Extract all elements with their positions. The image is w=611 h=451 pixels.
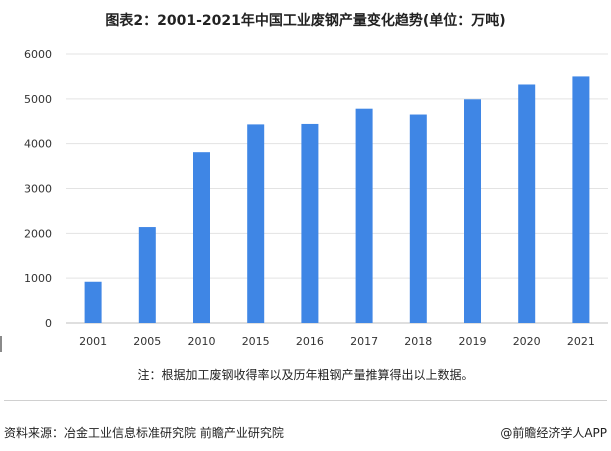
x-tick-label: 2018: [404, 335, 432, 348]
gridlines: [66, 53, 608, 279]
x-tick-label: 2010: [188, 335, 216, 348]
y-axis-tick-labels: 0 1000 2000 3000 4000 5000 6000: [24, 48, 52, 330]
bar-2015: [247, 124, 265, 323]
x-tick-label: 2017: [350, 335, 378, 348]
x-tick-label: 2016: [296, 335, 324, 348]
bar-2019: [464, 99, 481, 323]
y-tick-label: 5000: [24, 93, 52, 106]
chart-title: 图表2：2001-2021年中国工业废钢产量变化趋势(单位：万吨): [105, 13, 506, 29]
x-axis-tick-labels: 2001 2005 2010 2015 2016 2017 2018 2019 2020 2021: [79, 335, 595, 348]
bars: [84, 76, 590, 324]
x-tick-label: 2001: [79, 335, 107, 348]
y-tick-label: 4000: [24, 138, 52, 151]
x-tick-label: 2019: [459, 335, 487, 348]
bar-2020: [518, 84, 536, 323]
bar-2001: [84, 281, 102, 323]
bar-2016: [301, 123, 319, 323]
y-tick-label: 1000: [24, 272, 52, 285]
x-tick-label: 2005: [133, 335, 161, 348]
brand-text: @前瞻经济学人APP: [500, 426, 607, 440]
y-tick-label: 0: [45, 317, 52, 330]
bar-2010: [193, 152, 210, 323]
y-tick-label: 6000: [24, 48, 52, 61]
chart-note: 注：根据加工废钢收得率以及历年粗钢产量推算得出以上数据。: [137, 368, 474, 382]
source-text: 资料来源：冶金工业信息标准研究院 前瞻产业研究院: [4, 426, 284, 440]
bar-2021: [572, 76, 590, 324]
footer: 资料来源：冶金工业信息标准研究院 前瞻产业研究院 @前瞻经济学人APP: [4, 400, 607, 440]
bar-2017: [355, 108, 373, 324]
y-tick-label: 2000: [24, 227, 52, 240]
x-tick-label: 2021: [567, 335, 595, 348]
bar-2005: [138, 227, 156, 323]
left-edge-marker: [0, 336, 2, 352]
bar-2018: [409, 114, 427, 324]
y-tick-label: 3000: [24, 183, 52, 196]
x-tick-label: 2020: [513, 335, 541, 348]
x-tick-label: 2015: [242, 335, 270, 348]
